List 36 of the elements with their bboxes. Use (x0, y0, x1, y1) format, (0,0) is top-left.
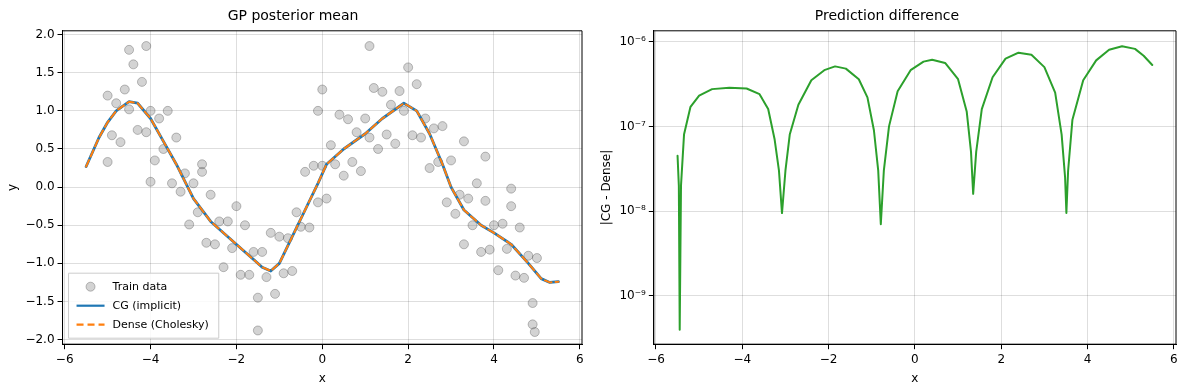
y-tick-label: 0.0 (35, 179, 55, 194)
x-tick-label: −6 (55, 351, 74, 366)
x-tick-label: 2 (997, 351, 1006, 366)
x-tick-label: −6 (647, 351, 665, 366)
x-tick-label: −2 (819, 351, 838, 366)
legend-label: CG (implicit) (112, 298, 182, 312)
chart-title: Prediction difference (814, 7, 960, 24)
x-tick-label: 6 (576, 351, 584, 366)
y-tick-label: −0.5 (25, 217, 55, 232)
legend-label: Dense (Cholesky) (112, 317, 209, 331)
y-tick-label: 10⁻⁹ (619, 288, 646, 303)
x-tick-label: 4 (1083, 351, 1092, 366)
chart-title: GP posterior mean (227, 7, 359, 24)
x-tick-label: −2 (227, 351, 246, 366)
y-tick-label: 0.5 (35, 141, 55, 156)
legend-label: Train data (111, 279, 168, 293)
y-tick-label: 1.5 (35, 64, 55, 79)
x-axis-title: x (318, 370, 326, 385)
y-tick-label: 10⁻⁸ (619, 203, 646, 218)
x-tick-label: 6 (1170, 351, 1178, 366)
x-axis-title: x (911, 370, 919, 385)
y-axis-title: y (5, 183, 20, 192)
y-tick-label: 1.0 (35, 102, 55, 117)
x-tick-label: 0 (911, 351, 919, 366)
x-tick-label: 4 (490, 351, 498, 366)
x-tick-label: −4 (141, 351, 160, 366)
y-tick-label: −1.0 (25, 255, 55, 270)
y-tick-label: 2.0 (35, 26, 55, 41)
x-tick-label: 2 (404, 351, 412, 366)
x-tick-label: −4 (733, 351, 752, 366)
x-tick-label: 0 (318, 351, 327, 366)
y-axis-title: |CG - Dense| (599, 149, 614, 226)
y-tick-label: −1.5 (25, 293, 55, 308)
y-tick-label: 10⁻⁷ (619, 118, 646, 133)
y-tick-label: −2.0 (25, 331, 55, 346)
y-tick-label: 10⁻⁶ (619, 33, 646, 48)
